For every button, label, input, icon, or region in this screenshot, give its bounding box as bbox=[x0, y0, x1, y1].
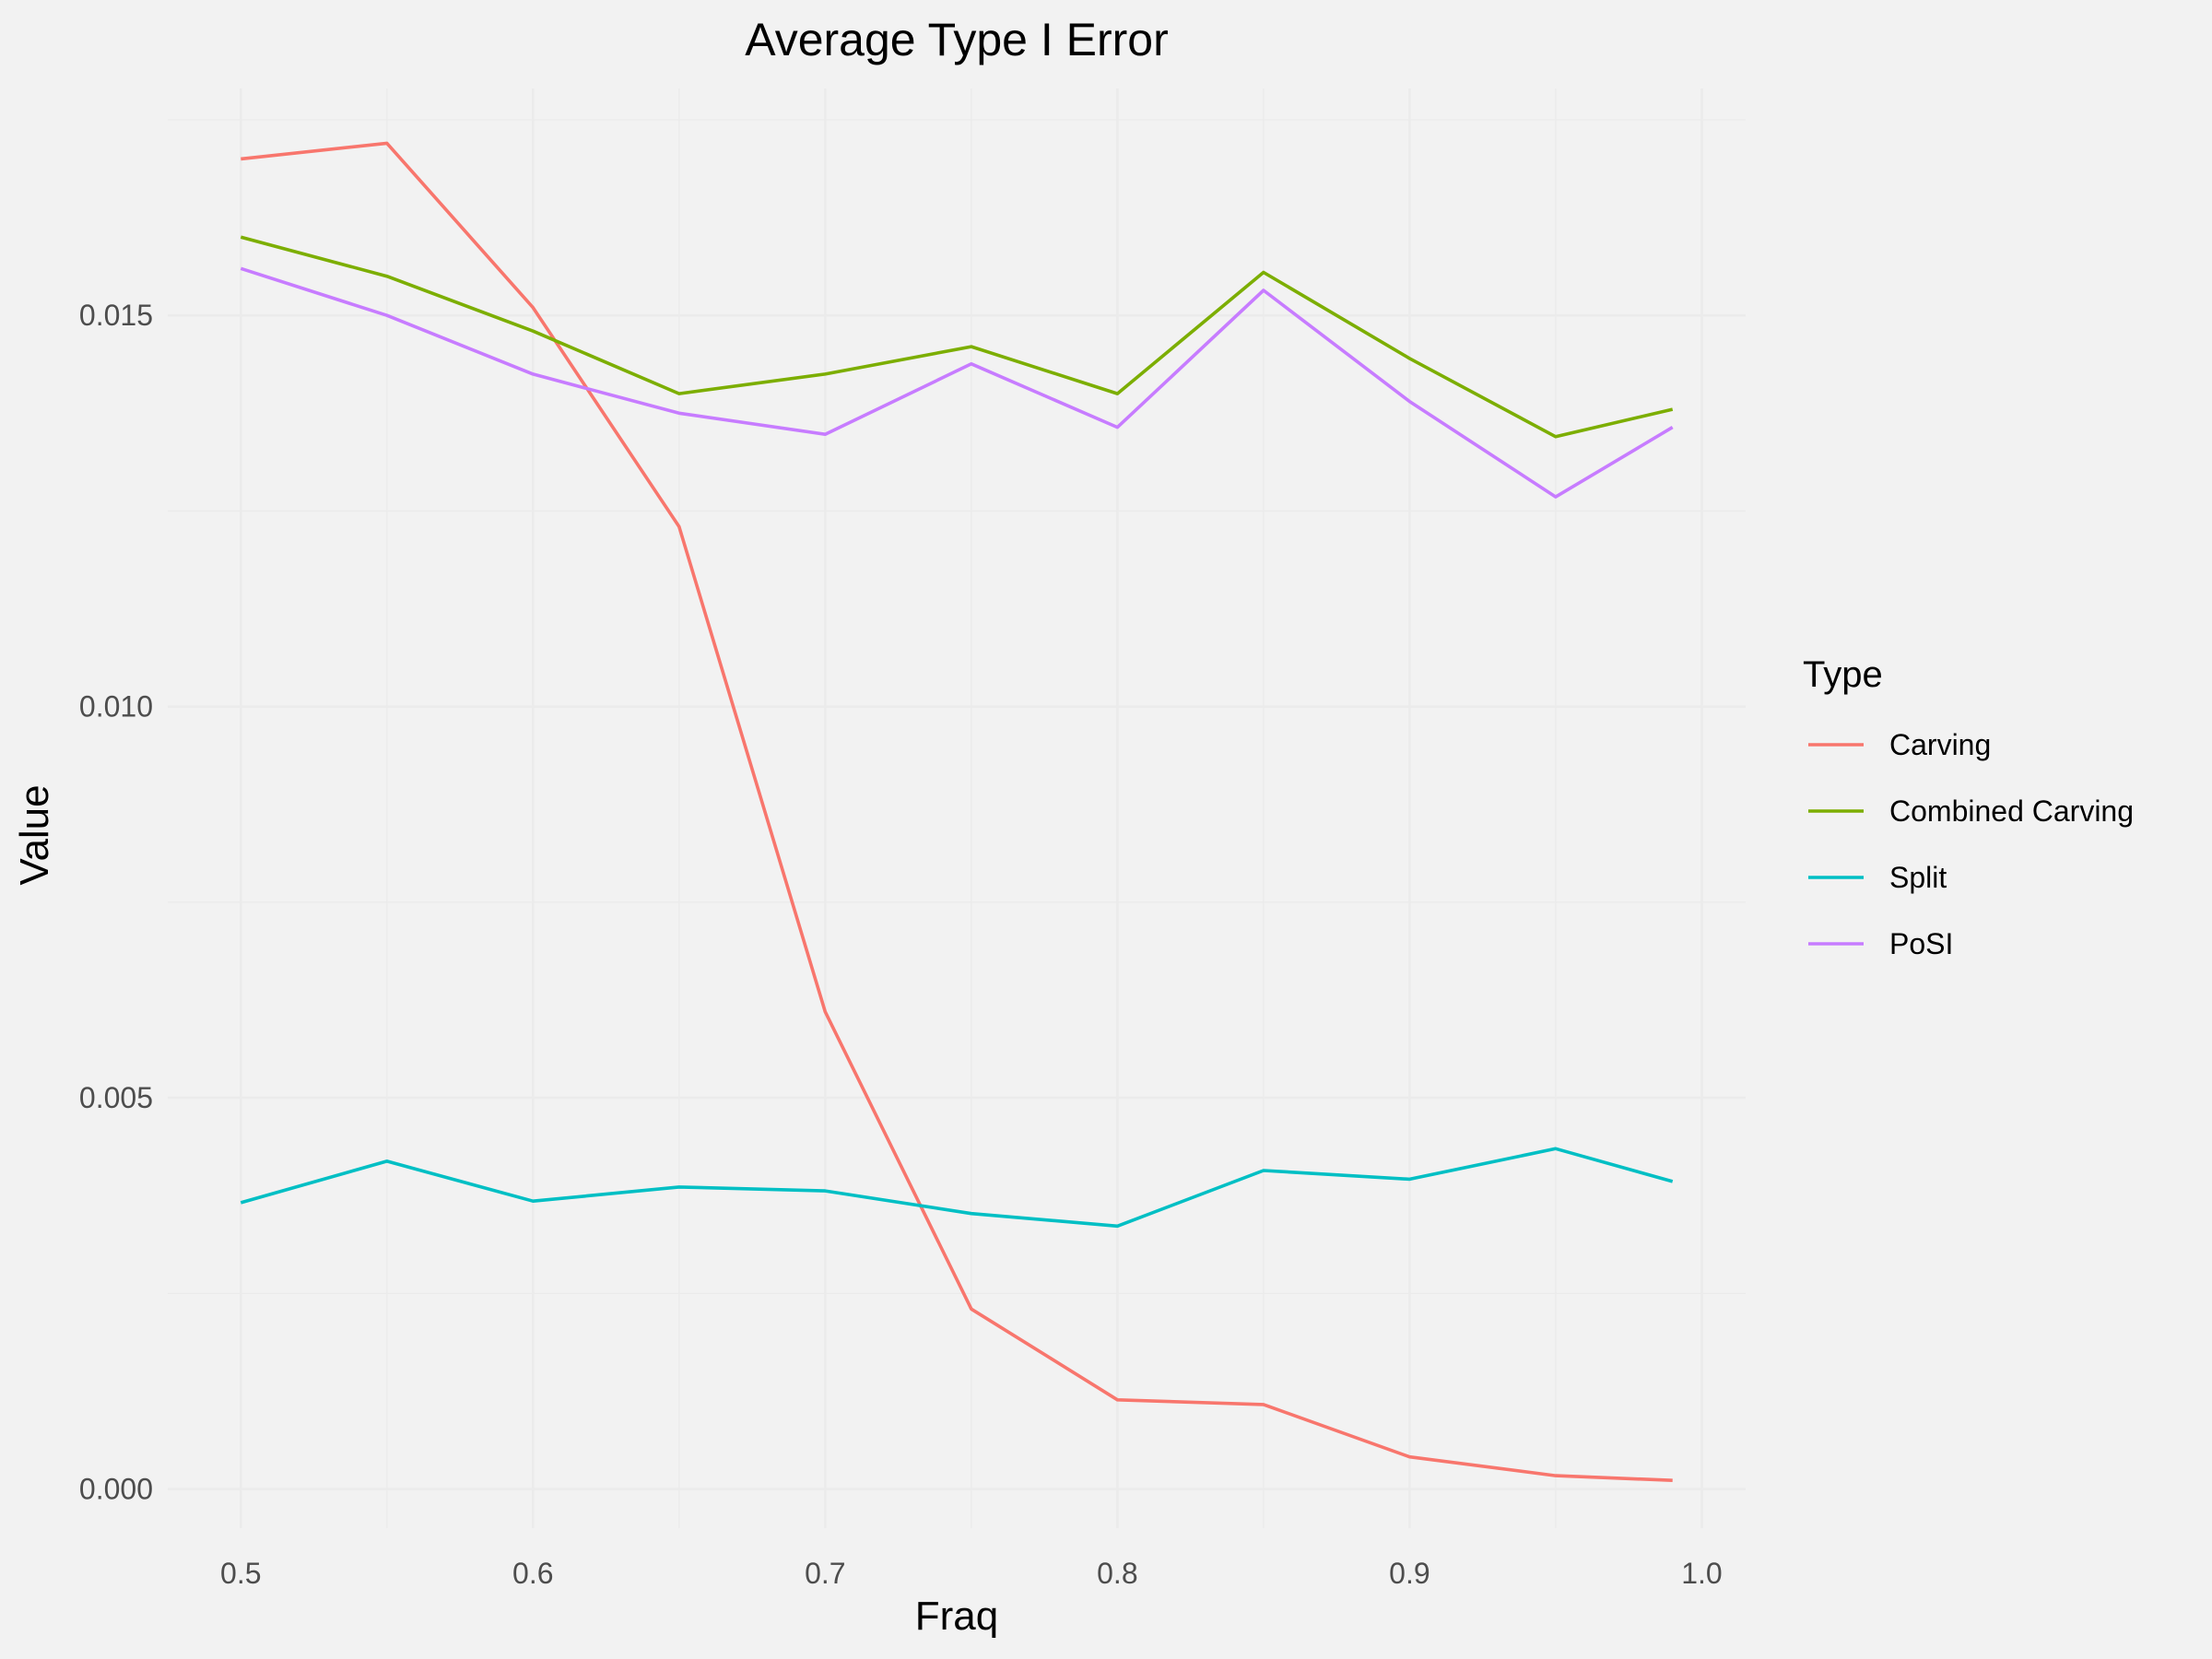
x-tick-label: 0.8 bbox=[1097, 1557, 1137, 1590]
major-gridlines bbox=[168, 88, 1746, 1528]
y-tick-label: 0.010 bbox=[79, 690, 153, 724]
x-tick-label: 0.6 bbox=[512, 1557, 553, 1590]
y-tick-label: 0.015 bbox=[79, 299, 153, 332]
y-tick-label: 0.005 bbox=[79, 1081, 153, 1114]
series-line-combined-carving bbox=[240, 235, 1674, 439]
x-tick-label: 1.0 bbox=[1681, 1557, 1722, 1590]
x-tick-label: 0.7 bbox=[805, 1557, 845, 1590]
chart-title: Average Type I Error bbox=[745, 14, 1169, 65]
x-tick-label: 0.9 bbox=[1389, 1557, 1430, 1590]
y-tick-label: 0.000 bbox=[79, 1473, 153, 1506]
series-line-carving bbox=[241, 141, 1673, 1482]
legend-label-carving: Carving bbox=[1889, 728, 1991, 761]
legend: Type Carving Combined Carving Split PoSI bbox=[1803, 654, 2134, 960]
x-axis-tick-labels: 0.5 0.6 0.7 0.8 0.9 1.0 bbox=[220, 1557, 1723, 1590]
y-axis-title: Value bbox=[12, 784, 57, 885]
series-line-posi bbox=[240, 266, 1674, 499]
y-axis-tick-labels: 0.000 0.005 0.010 0.015 bbox=[79, 299, 153, 1505]
legend-label-combined-carving: Combined Carving bbox=[1889, 794, 2134, 828]
series-lines bbox=[240, 141, 1674, 1482]
legend-title: Type bbox=[1803, 654, 1883, 695]
legend-label-posi: PoSI bbox=[1889, 927, 1953, 960]
minor-gridlines bbox=[168, 88, 1746, 1528]
x-tick-label: 0.5 bbox=[220, 1557, 261, 1590]
x-axis-title: Fraq bbox=[915, 1594, 998, 1639]
series-line-split bbox=[240, 1147, 1674, 1229]
legend-label-split: Split bbox=[1889, 861, 1947, 894]
